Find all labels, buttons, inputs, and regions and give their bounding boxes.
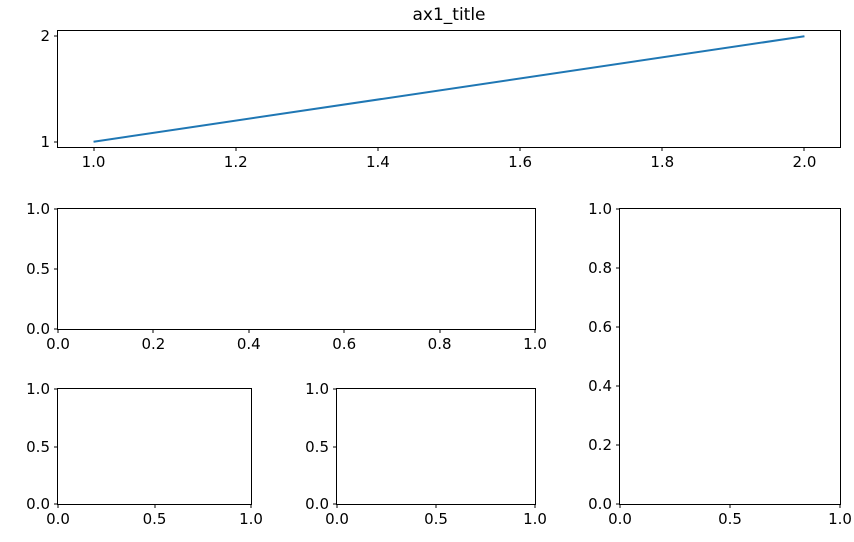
y-tick-label: 0.0 (26, 319, 50, 338)
y-tick-mark (333, 446, 337, 447)
x-tick-mark (729, 504, 731, 508)
x-tick-mark (248, 329, 250, 333)
y-tick-label: 0.5 (26, 259, 50, 278)
subplot-ax4: 0.0 0.5 1.0 0.0 0.5 1.0 (26, 381, 263, 527)
y-tick-label: 1.0 (588, 199, 612, 218)
y-tick-mark (616, 503, 620, 505)
subplot-ax3: 0.0 0.5 1.0 0.0 0.2 0.4 0.6 0.8 1.0 (588, 201, 852, 527)
y-tick-label: 1.0 (26, 379, 50, 398)
x-tick-label: 0.5 (424, 510, 448, 528)
x-tick-mark (534, 504, 536, 508)
y-tick-label: 0.0 (588, 494, 612, 513)
x-tick-mark (661, 147, 663, 151)
x-tick-label: 1.6 (508, 153, 533, 171)
x-tick-label: 1.2 (223, 153, 248, 171)
x-tick-mark (435, 504, 437, 508)
y-tick-mark (333, 503, 337, 505)
y-tick-mark (616, 444, 620, 446)
x-tick-label: 1.4 (365, 153, 390, 171)
x-tick-label: 1.0 (81, 153, 106, 171)
x-tick-label: 0.2 (141, 335, 166, 353)
x-tick-label: 1.0 (523, 335, 547, 353)
y-tick-label: 1.0 (305, 379, 329, 398)
x-tick-label: 1.0 (523, 510, 547, 528)
x-tick-label: 0.6 (332, 335, 357, 353)
x-tick-label: 0.0 (608, 510, 632, 528)
x-tick-mark (154, 504, 155, 508)
y-tick-label: 0.0 (305, 494, 329, 513)
y-tick-label: 1 (40, 132, 50, 151)
subplot-ax2: 0.0 0.2 0.4 0.6 0.8 1.0 0.0 0.5 1.0 (26, 201, 547, 352)
x-tick-label: 2.0 (792, 153, 817, 171)
y-tick-label: 0.6 (588, 317, 612, 336)
y-tick-label: 0.4 (588, 376, 612, 395)
x-tick-label: 0.5 (718, 510, 742, 528)
x-tick-mark (343, 329, 345, 333)
y-tick-mark (616, 267, 620, 269)
y-tick-mark (54, 35, 58, 37)
y-tick-mark (54, 208, 58, 210)
y-tick-mark (616, 326, 620, 328)
x-tick-label: 0.0 (325, 510, 349, 528)
x-tick-mark (93, 147, 95, 151)
x-tick-label: 1.0 (239, 510, 263, 528)
y-tick-label: 2 (40, 27, 50, 46)
x-tick-mark (839, 504, 841, 508)
subplot-ax1: ax1_title 1.0 1.2 1.4 1.6 1.8 2.0 1 2 (40, 5, 841, 170)
y-tick-label: 1.0 (26, 199, 50, 218)
y-tick-label: 0.2 (588, 435, 612, 454)
y-tick-mark (54, 328, 58, 330)
y-tick-mark (54, 446, 58, 447)
x-tick-mark (439, 329, 441, 333)
x-tick-label: 0.0 (46, 335, 70, 353)
x-tick-label: 0.5 (142, 510, 167, 528)
subplot-ax1-title: ax1_title (412, 5, 486, 25)
y-tick-mark (54, 388, 58, 390)
y-tick-label: 0.5 (26, 437, 50, 456)
x-tick-mark (803, 147, 805, 151)
x-tick-mark (336, 504, 338, 508)
x-tick-mark (250, 504, 252, 508)
y-tick-label: 0.8 (588, 258, 612, 277)
y-tick-mark (616, 208, 620, 210)
line-series (58, 31, 840, 147)
y-tick-mark (54, 268, 58, 270)
x-tick-label: 1.0 (828, 510, 852, 528)
y-tick-mark (54, 141, 58, 143)
x-tick-mark (235, 147, 237, 151)
x-tick-mark (534, 329, 536, 333)
subplot-ax5: 0.0 0.5 1.0 0.0 0.5 1.0 (305, 381, 547, 527)
y-tick-label: 0.5 (305, 437, 329, 456)
x-tick-label: 1.8 (650, 153, 675, 171)
x-tick-mark (57, 504, 59, 508)
y-tick-mark (333, 388, 337, 390)
y-tick-mark (54, 503, 58, 505)
x-tick-label: 0.0 (46, 510, 70, 528)
x-tick-mark (519, 147, 521, 151)
x-tick-mark (152, 329, 154, 333)
x-tick-mark (377, 147, 379, 151)
x-tick-label: 0.4 (236, 335, 261, 353)
x-tick-mark (619, 504, 621, 508)
x-tick-label: 0.8 (427, 335, 452, 353)
y-tick-label: 0.0 (26, 494, 50, 513)
x-tick-mark (57, 329, 59, 333)
y-tick-mark (616, 385, 620, 387)
